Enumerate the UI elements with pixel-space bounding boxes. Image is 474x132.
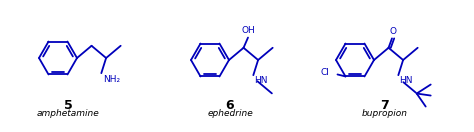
Text: HN: HN: [255, 76, 268, 85]
Text: 6: 6: [226, 99, 234, 112]
Text: OH: OH: [241, 26, 255, 35]
Text: amphetamine: amphetamine: [36, 109, 100, 118]
Text: O: O: [390, 27, 396, 36]
Text: Cl: Cl: [320, 68, 329, 77]
Text: NH₂: NH₂: [103, 75, 120, 84]
Text: bupropion: bupropion: [362, 109, 408, 118]
Text: 7: 7: [381, 99, 389, 112]
Text: 5: 5: [64, 99, 73, 112]
Text: HN: HN: [399, 76, 413, 85]
Text: ephedrine: ephedrine: [207, 109, 253, 118]
